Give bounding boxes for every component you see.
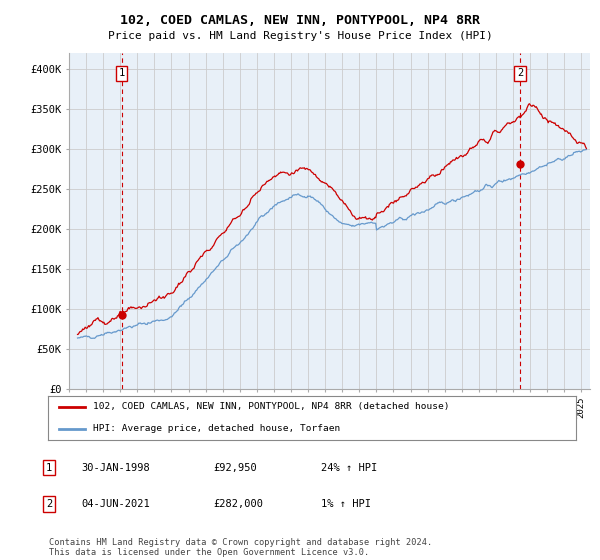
Text: 102, COED CAMLAS, NEW INN, PONTYPOOL, NP4 8RR: 102, COED CAMLAS, NEW INN, PONTYPOOL, NP…: [120, 14, 480, 27]
Text: £282,000: £282,000: [213, 499, 263, 509]
Text: 1: 1: [46, 463, 52, 473]
Text: £92,950: £92,950: [213, 463, 257, 473]
Text: 102, COED CAMLAS, NEW INN, PONTYPOOL, NP4 8RR (detached house): 102, COED CAMLAS, NEW INN, PONTYPOOL, NP…: [93, 402, 449, 412]
Text: 30-JAN-1998: 30-JAN-1998: [81, 463, 150, 473]
Text: 1: 1: [118, 68, 125, 78]
Text: 1% ↑ HPI: 1% ↑ HPI: [321, 499, 371, 509]
Text: 04-JUN-2021: 04-JUN-2021: [81, 499, 150, 509]
Text: 2: 2: [517, 68, 523, 78]
Text: Contains HM Land Registry data © Crown copyright and database right 2024.
This d: Contains HM Land Registry data © Crown c…: [49, 538, 433, 557]
Text: HPI: Average price, detached house, Torfaen: HPI: Average price, detached house, Torf…: [93, 424, 340, 433]
Text: 2: 2: [46, 499, 52, 509]
Text: Price paid vs. HM Land Registry's House Price Index (HPI): Price paid vs. HM Land Registry's House …: [107, 31, 493, 41]
Text: 24% ↑ HPI: 24% ↑ HPI: [321, 463, 377, 473]
